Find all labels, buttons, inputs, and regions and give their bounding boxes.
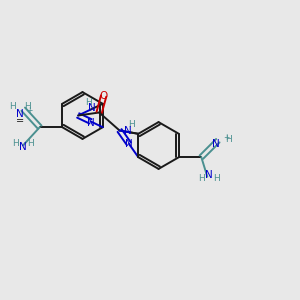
Text: =: = <box>16 116 24 126</box>
Text: N: N <box>205 170 213 180</box>
Text: N: N <box>125 139 133 149</box>
Text: H: H <box>24 102 31 111</box>
Text: H: H <box>27 139 34 148</box>
Text: N: N <box>16 109 24 119</box>
Text: H: H <box>198 174 205 183</box>
Text: H: H <box>9 102 16 111</box>
Text: +: + <box>27 106 33 115</box>
Text: H: H <box>129 120 135 129</box>
Text: O: O <box>100 91 108 101</box>
Text: N: N <box>20 142 27 152</box>
Text: H: H <box>85 98 92 106</box>
Text: +: + <box>223 133 230 142</box>
Text: H: H <box>12 139 19 148</box>
Text: N: N <box>87 118 94 128</box>
Text: N: N <box>212 139 220 149</box>
Text: H: H <box>213 174 220 183</box>
Text: H: H <box>225 135 232 144</box>
Text: N: N <box>124 126 131 136</box>
Text: N: N <box>88 103 96 113</box>
